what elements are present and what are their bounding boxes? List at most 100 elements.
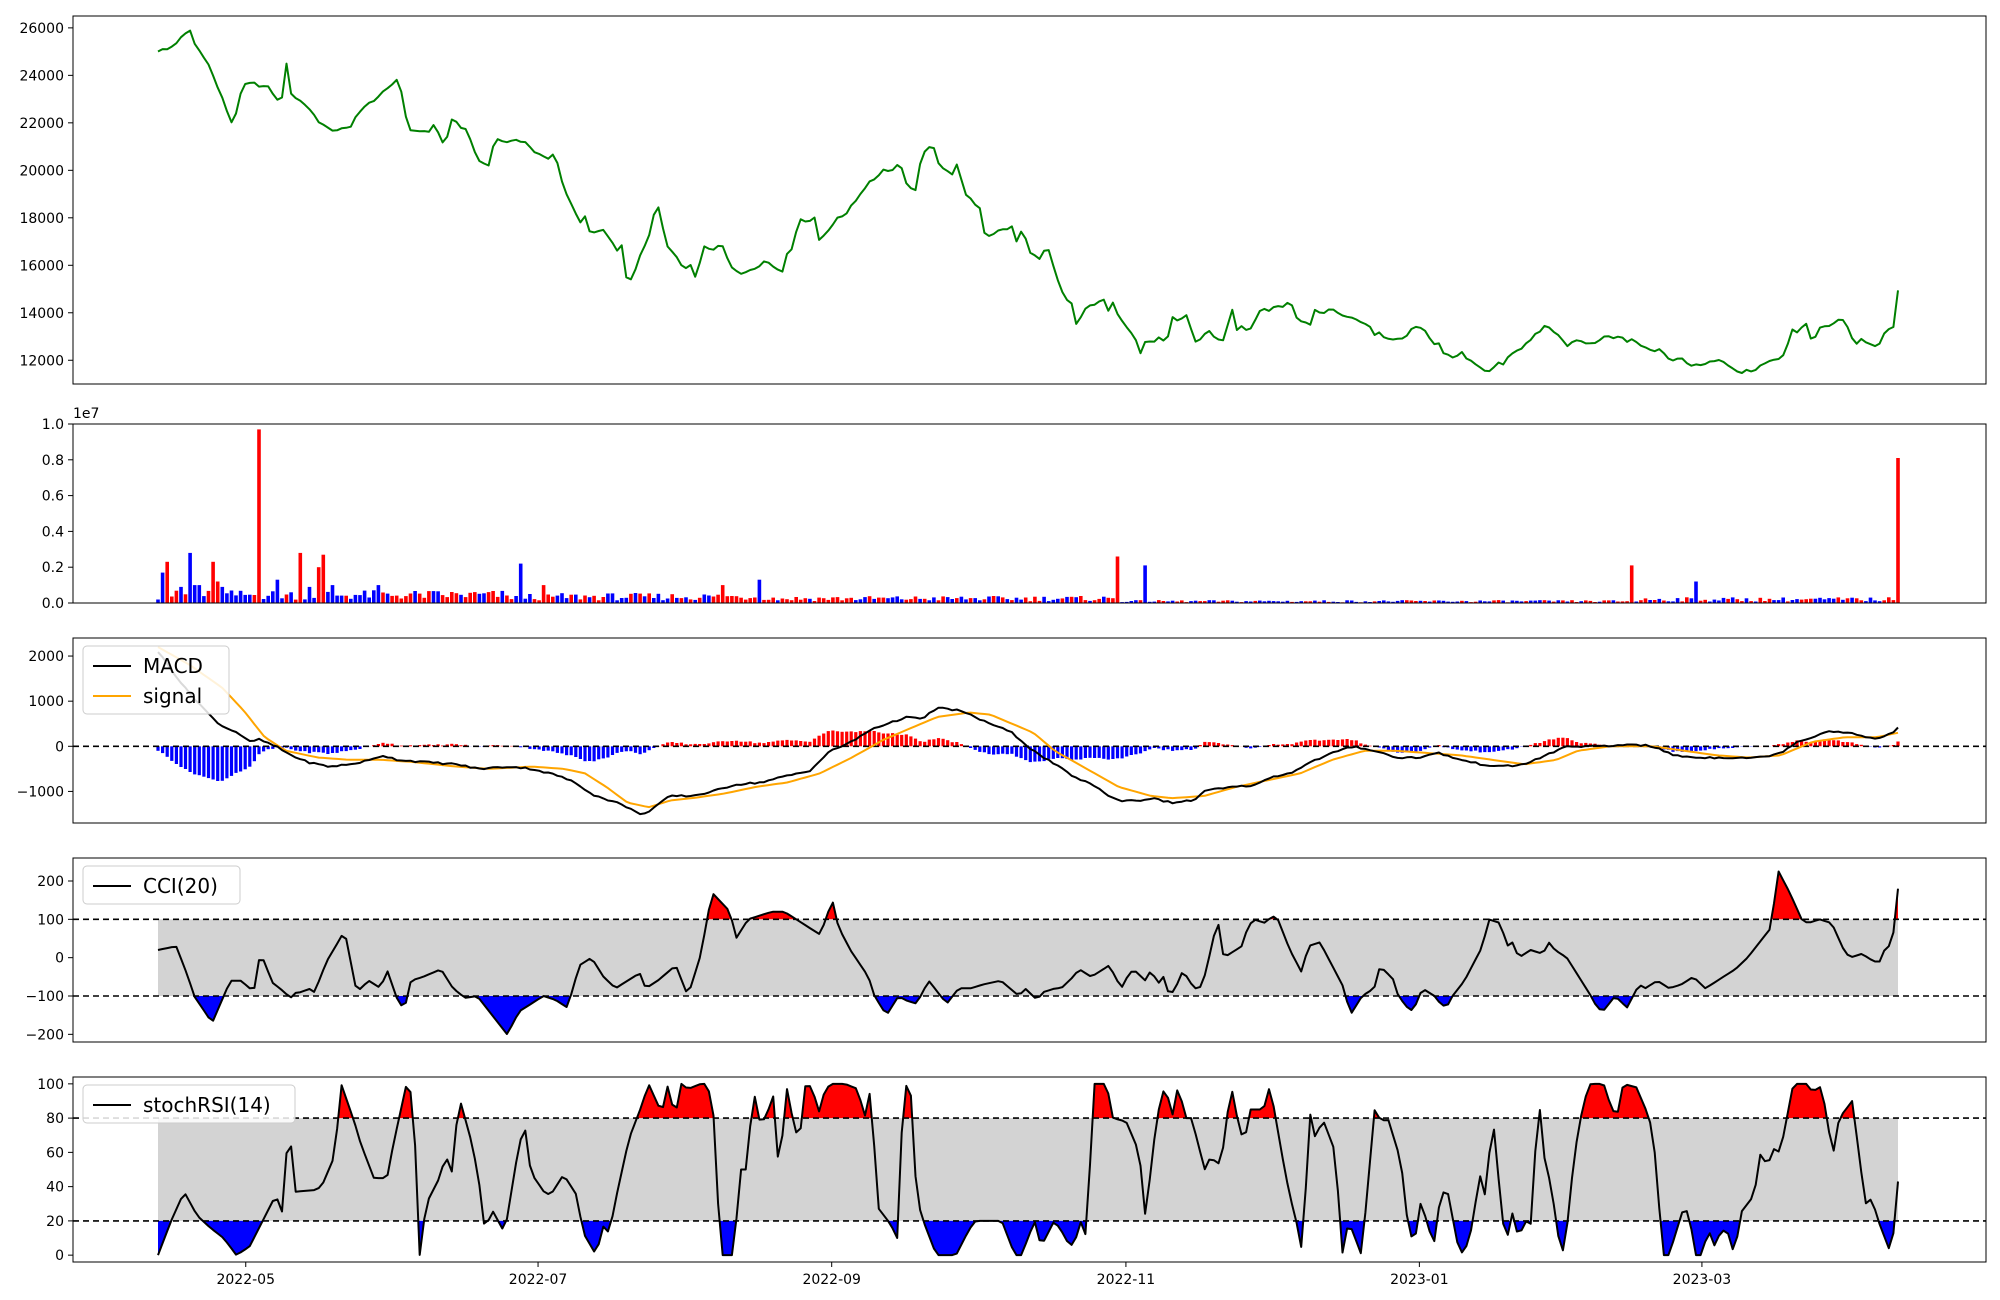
volume-bar (720, 585, 725, 603)
macd-histogram-bar (349, 746, 353, 751)
volume-bar (1386, 601, 1391, 603)
volume-bar (950, 599, 954, 603)
cci-legend-label: CCI(20) (143, 874, 218, 898)
volume-bar (541, 585, 546, 603)
stochrsi-y-tick-label: 80 (46, 1111, 64, 1127)
stochrsi-oversold-fill (581, 1220, 612, 1252)
macd-histogram-bar (381, 742, 385, 747)
macd-histogram-bar (248, 746, 252, 767)
stochrsi-y-tick-label: 20 (46, 1214, 64, 1230)
volume-bar (1354, 601, 1359, 603)
volume-bar (1372, 601, 1377, 603)
stochrsi-oversold-fill (158, 1220, 172, 1256)
macd-histogram-bar (693, 743, 697, 747)
macd-histogram-bar (578, 746, 582, 759)
volume-bar (381, 592, 385, 603)
macd-histogram-bar (725, 741, 729, 747)
cci-oversold-fill (940, 996, 953, 1003)
macd-histogram-bar (445, 744, 449, 747)
volume-bar (394, 595, 399, 603)
volume-bar (973, 598, 977, 603)
macd-histogram-bar (1455, 746, 1459, 750)
macd-histogram-bar (845, 731, 849, 747)
volume-bar (1083, 600, 1088, 603)
macd-histogram-bar (1483, 746, 1487, 753)
volume-bar (780, 598, 785, 603)
volume-bar (1225, 600, 1230, 603)
macd-histogram-bar (1565, 738, 1569, 747)
price-panel: 12000 14000 16000 18000 20000 22000 24000 26000 (19, 15, 1987, 385)
volume-bar (238, 590, 243, 603)
macd-histogram-bar (1345, 739, 1349, 747)
stochrsi-overbought-fill (1580, 1083, 1649, 1119)
volume-bar (1772, 600, 1776, 603)
macd-histogram-bar (771, 741, 775, 747)
macd-histogram-bar (1203, 741, 1207, 747)
macd-histogram-bar (1368, 745, 1372, 747)
volume-bar (1382, 600, 1386, 603)
volume-bar (1551, 601, 1556, 603)
macd-histogram-bar (1506, 746, 1510, 750)
macd-axes-frame (72, 637, 1987, 824)
volume-bar (840, 600, 844, 603)
macd-histogram-bar (1212, 742, 1216, 747)
price-y-tick-label: 14000 (19, 306, 64, 322)
macd-histogram-bar (1336, 740, 1340, 747)
volume-bar (206, 590, 211, 603)
volume-bar (913, 596, 918, 603)
macd-histogram-bar (1230, 745, 1234, 747)
macd-histogram-bar (767, 742, 771, 747)
volume-bar (1795, 599, 1799, 603)
volume-bar (867, 596, 872, 603)
volume-bar (1556, 600, 1561, 603)
volume-bar (399, 598, 404, 603)
volume-bar (821, 598, 826, 603)
volume-bar (964, 599, 968, 603)
cci-panel: −200 −100 0 100 200 CCI(20) (26, 857, 1987, 1043)
volume-bar (1331, 601, 1336, 603)
volume-bar (711, 596, 716, 603)
stochrsi-oversold-fill (1660, 1220, 1680, 1256)
volume-bar (1868, 597, 1873, 603)
volume-bar (1510, 600, 1515, 603)
volume-bar (803, 598, 808, 603)
macd-histogram-bar (386, 743, 390, 747)
macd-histogram-bar (303, 746, 307, 752)
volume-bar (1074, 597, 1078, 603)
volume-bar (495, 596, 500, 603)
volume-bar (762, 599, 766, 603)
macd-histogram-bar (615, 746, 619, 753)
volume-bar (1129, 601, 1134, 603)
volume-bar (174, 590, 179, 603)
stochrsi-overbought-fill (801, 1083, 872, 1119)
macd-histogram-bar (528, 746, 532, 749)
macd-histogram-bar (597, 746, 601, 760)
volume-bar (1056, 598, 1060, 603)
volume-bar (1299, 601, 1303, 603)
volume-bar (275, 579, 280, 603)
volume-bar (1501, 600, 1505, 603)
macd-histogram-bar (583, 746, 587, 762)
volume-bar (1850, 597, 1854, 603)
macd-histogram-bar (220, 746, 224, 781)
macd-histogram-bar (909, 736, 913, 747)
stochrsi-oversold-fill (1502, 1220, 1511, 1235)
macd-legend-label: MACD (143, 654, 203, 678)
macd-histogram-bar (1184, 746, 1188, 750)
macd-y-tick-label: 1000 (28, 694, 64, 710)
volume-bar (463, 597, 468, 603)
volume-bar (1813, 598, 1818, 603)
volume-bar (1616, 601, 1620, 603)
cci-overbought-fill (1771, 871, 1802, 920)
volume-bar (1464, 601, 1469, 603)
volume-bar (688, 599, 693, 603)
volume-bar (1065, 596, 1069, 603)
volume-y-tick-label: 0.8 (42, 453, 64, 469)
volume-bar (858, 599, 863, 603)
macd-histogram-bar (317, 746, 321, 753)
volume-bar (1418, 600, 1423, 603)
macd-histogram-bar (262, 746, 266, 752)
volume-bar (339, 595, 344, 603)
macd-histogram-bar (1474, 746, 1478, 751)
macd-histogram-bar (666, 742, 670, 747)
